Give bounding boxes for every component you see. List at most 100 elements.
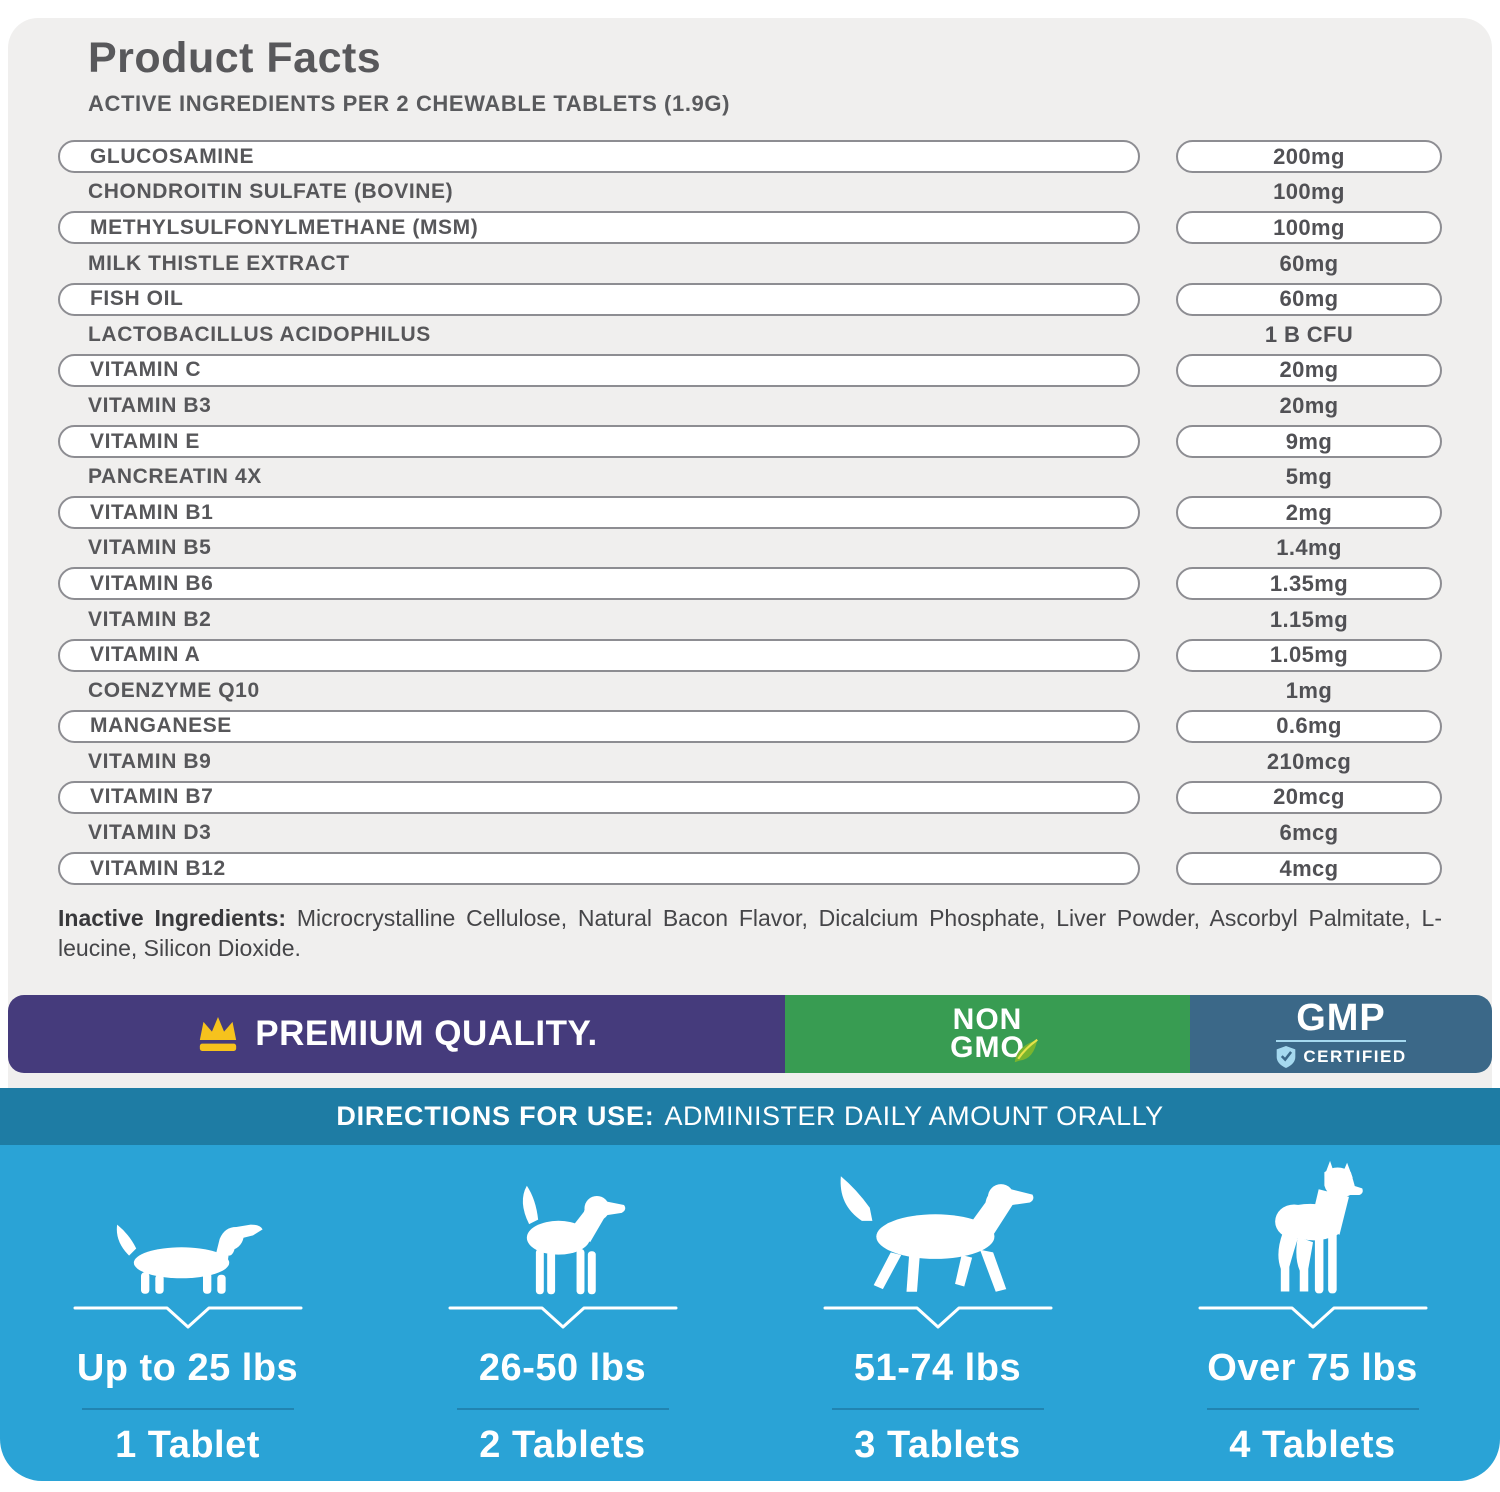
ingredient-amount: 20mg [1176, 353, 1442, 387]
page-subtitle: ACTIVE INGREDIENTS PER 2 CHEWABLE TABLET… [88, 91, 731, 116]
ingredient-name: VITAMIN B6 [58, 567, 1140, 601]
dosage-column-xlarge: Over 75 lbs 4 Tablets [1125, 1159, 1500, 1481]
gmp-certified-badge: GMP CERTIFIED [1190, 995, 1492, 1073]
ingredient-name: MILK THISTLE EXTRACT [88, 251, 350, 275]
ingredient-name: GLUCOSAMINE [58, 140, 1140, 174]
table-row: MILK THISTLE EXTRACT 60mg [58, 246, 1442, 282]
pointer-divider [448, 1306, 677, 1329]
non-gmo-line1: NON [952, 1003, 1023, 1037]
badge-strip: PREMIUM QUALITY. NON GMO GMP CERTIFIED [8, 995, 1492, 1073]
table-row: VITAMIN B2 1.15mg [58, 602, 1442, 638]
crown-icon [195, 1014, 241, 1054]
inactive-ingredients-text: Microcrystalline Cellulose, Natural Baco… [58, 905, 1442, 962]
table-row: VITAMIN D3 6mcg [58, 815, 1442, 851]
ingredient-amount: 210mcg [1266, 748, 1352, 774]
dose-divider [831, 1408, 1044, 1410]
ingredient-amount: 5mg [1285, 464, 1333, 490]
dose-divider [1206, 1408, 1419, 1410]
dose-divider [81, 1408, 294, 1410]
ingredient-amount: 4mcg [1176, 852, 1442, 886]
ingredient-name: PANCREATIN 4X [88, 465, 262, 489]
ingredient-amount: 1.15mg [1269, 606, 1349, 632]
gmp-divider [1276, 1040, 1406, 1042]
ingredient-amount: 200mg [1176, 140, 1442, 174]
table-row: CHONDROITIN SULFATE (BOVINE) 100mg [58, 175, 1442, 211]
ingredient-amount: 6mcg [1279, 820, 1339, 846]
ingredient-name: VITAMIN B7 [58, 780, 1140, 814]
pointer-divider [823, 1306, 1052, 1329]
ingredient-amount: 1mg [1285, 677, 1333, 703]
ingredient-amount: 20mcg [1176, 780, 1442, 814]
ingredient-name: VITAMIN B2 [88, 607, 212, 631]
dose-divider [456, 1408, 669, 1410]
ingredient-amount: 100mg [1273, 179, 1345, 205]
inactive-ingredients-label: Inactive Ingredients: [58, 905, 287, 932]
weight-range-label: 26-50 lbs [478, 1347, 647, 1389]
table-row: VITAMIN B3 20mg [58, 388, 1442, 424]
dosage-column-small: Up to 25 lbs 1 Tablet [0, 1159, 375, 1481]
tablet-count-label: 2 Tablets [479, 1424, 646, 1466]
ingredient-name: VITAMIN B12 [58, 852, 1140, 886]
ingredient-amount: 2mg [1176, 496, 1442, 530]
ingredient-amount: 1.4mg [1276, 535, 1342, 561]
leaf-icon [1013, 1038, 1039, 1064]
pointer-divider [1198, 1306, 1427, 1329]
ingredient-name: CHONDROITIN SULFATE (BOVINE) [88, 180, 454, 204]
table-row: VITAMIN B12 4mcg [58, 851, 1442, 887]
ingredient-amount: 1 B CFU [1264, 321, 1354, 347]
dosage-column-large: 51-74 lbs 3 Tablets [750, 1159, 1125, 1481]
table-row: VITAMIN B5 1.4mg [58, 531, 1442, 567]
table-row: FISH OIL 60mg [58, 281, 1442, 317]
product-facts-card: Product Facts ACTIVE INGREDIENTS PER 2 C… [8, 18, 1492, 1088]
ingredient-amount: 100mg [1176, 211, 1442, 245]
ingredient-name: VITAMIN E [58, 425, 1140, 459]
table-row: GLUCOSAMINE 200mg [58, 139, 1442, 175]
non-gmo-line2: GMO [950, 1031, 1025, 1064]
table-row: VITAMIN B7 20mcg [58, 780, 1442, 816]
retriever-icon [833, 1159, 1043, 1301]
table-row: LACTOBACILLUS ACIDOPHILUS 1 B CFU [58, 317, 1442, 353]
table-row: VITAMIN B1 2mg [58, 495, 1442, 531]
header: Product Facts ACTIVE INGREDIENTS PER 2 C… [88, 34, 1412, 117]
ingredient-amount: 60mg [1279, 250, 1339, 276]
ingredient-name: VITAMIN B3 [88, 393, 212, 417]
ingredient-amount: 0.6mg [1176, 709, 1442, 743]
directions-label: DIRECTIONS FOR USE: [336, 1101, 655, 1131]
tablet-count-label: 1 Tablet [115, 1424, 260, 1466]
ingredient-name: FISH OIL [58, 282, 1140, 316]
ingredient-name: VITAMIN B1 [58, 496, 1140, 530]
boxer-icon [1239, 1159, 1387, 1301]
table-row: METHYLSULFONYLMETHANE (MSM) 100mg [58, 210, 1442, 246]
ingredient-name: VITAMIN C [58, 353, 1140, 387]
tablet-count-label: 4 Tablets [1229, 1424, 1396, 1466]
ingredient-amount: 1.35mg [1176, 567, 1442, 601]
directions-text: ADMINISTER DAILY AMOUNT ORALLY [664, 1101, 1164, 1131]
ingredient-table: GLUCOSAMINE 200mg CHONDROITIN SULFATE (BO… [58, 139, 1442, 886]
inactive-ingredients: Inactive Ingredients: Microcrystalline C… [58, 904, 1442, 964]
weight-range-label: Over 75 lbs [1207, 1347, 1418, 1389]
ingredient-name: COENZYME Q10 [88, 678, 260, 702]
ingredient-name: MANGANESE [58, 709, 1140, 743]
dachshund-icon [110, 1159, 265, 1301]
pointer-divider [73, 1306, 302, 1329]
ingredient-name: METHYLSULFONYLMETHANE (MSM) [58, 211, 1140, 245]
weight-range-label: Up to 25 lbs [76, 1347, 299, 1389]
ingredient-name: VITAMIN A [58, 638, 1140, 672]
ingredient-name: VITAMIN B9 [88, 749, 212, 773]
table-row: VITAMIN B6 1.35mg [58, 566, 1442, 602]
dosage-chart: Up to 25 lbs 1 Tablet 26-50 lbs 2 Tablet… [0, 1145, 1500, 1481]
table-row: VITAMIN B9 210mcg [58, 744, 1442, 780]
table-row: MANGANESE 0.6mg [58, 709, 1442, 745]
ingredient-amount: 1.05mg [1176, 638, 1442, 672]
tablet-count-label: 3 Tablets [854, 1424, 1021, 1466]
gmp-title: GMP [1296, 997, 1386, 1039]
weight-range-label: 51-74 lbs [853, 1347, 1022, 1389]
non-gmo-label: NON GMO [950, 1003, 1038, 1064]
premium-quality-label: PREMIUM QUALITY. [255, 1014, 598, 1053]
ingredient-name: VITAMIN D3 [88, 821, 212, 845]
table-row: VITAMIN A 1.05mg [58, 637, 1442, 673]
table-row: PANCREATIN 4X 5mg [58, 459, 1442, 495]
directions-header: DIRECTIONS FOR USE: ADMINISTER DAILY AMO… [0, 1088, 1500, 1145]
page-title: Product Facts [88, 34, 382, 82]
gmp-certified-label: CERTIFIED [1303, 1047, 1407, 1066]
